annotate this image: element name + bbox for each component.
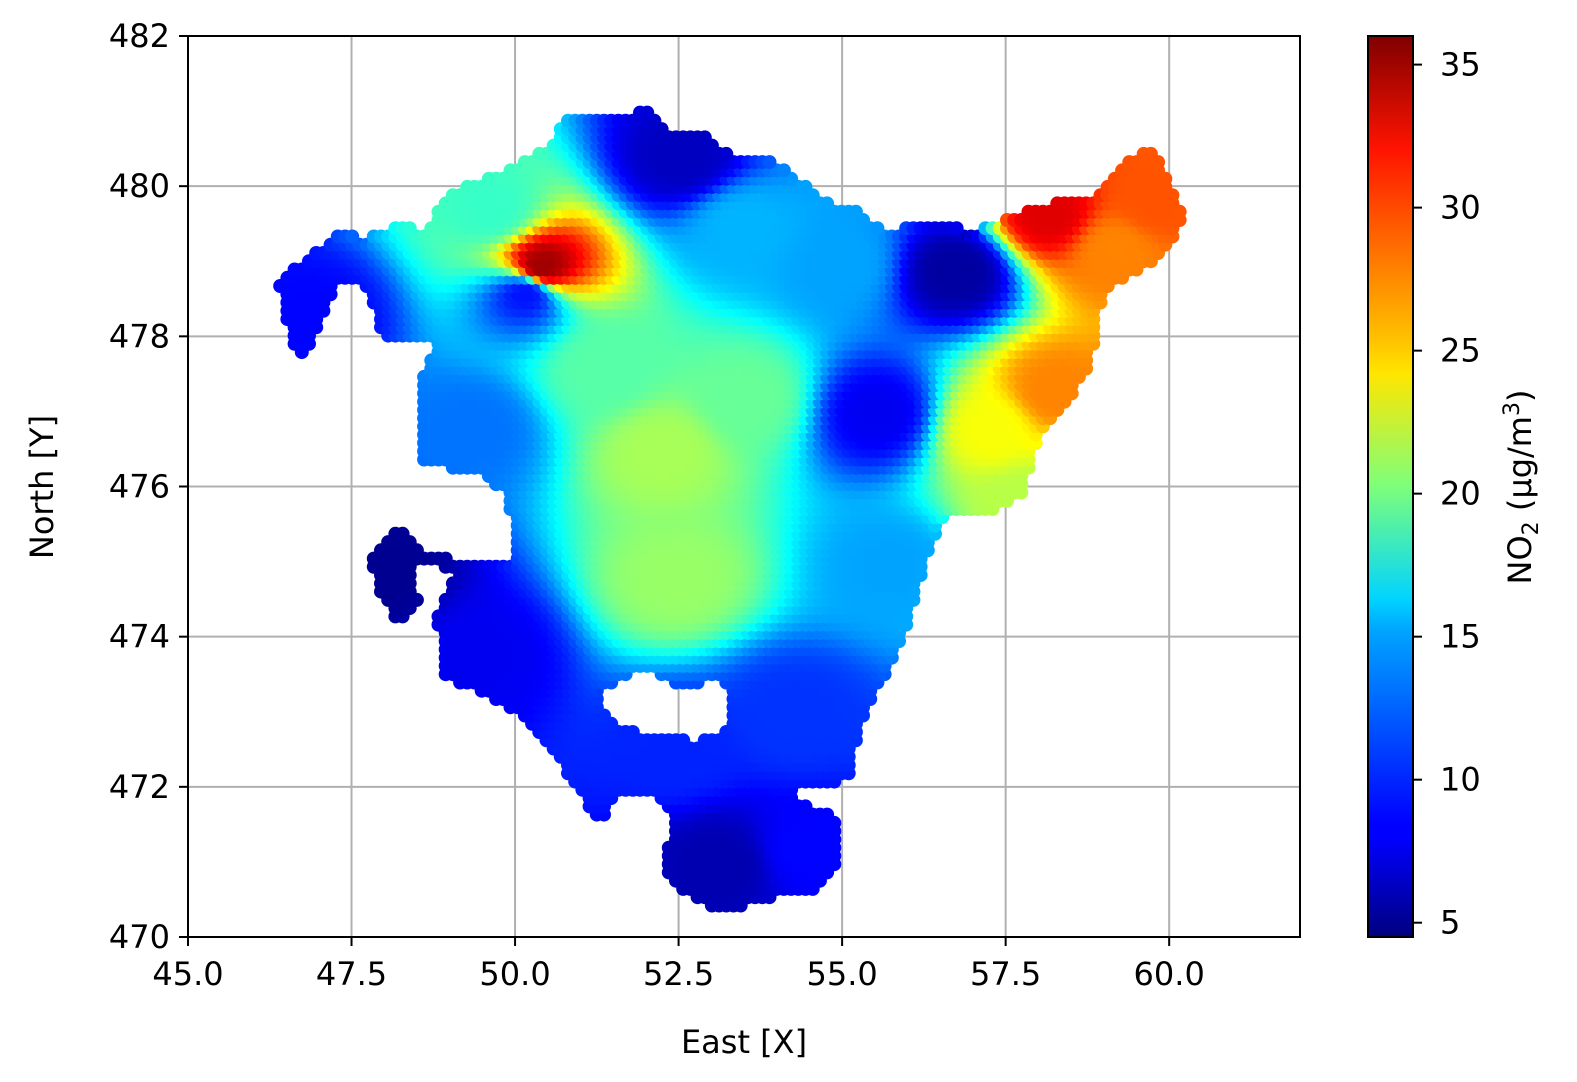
scatter-points	[273, 105, 1187, 913]
no2-sample-point	[820, 807, 835, 822]
no2-sample-point	[798, 799, 813, 814]
no2-sample-point	[438, 551, 453, 566]
no2-sample-point	[625, 725, 640, 739]
no2-sample-point	[676, 733, 691, 748]
no2-sample-point	[395, 526, 410, 541]
